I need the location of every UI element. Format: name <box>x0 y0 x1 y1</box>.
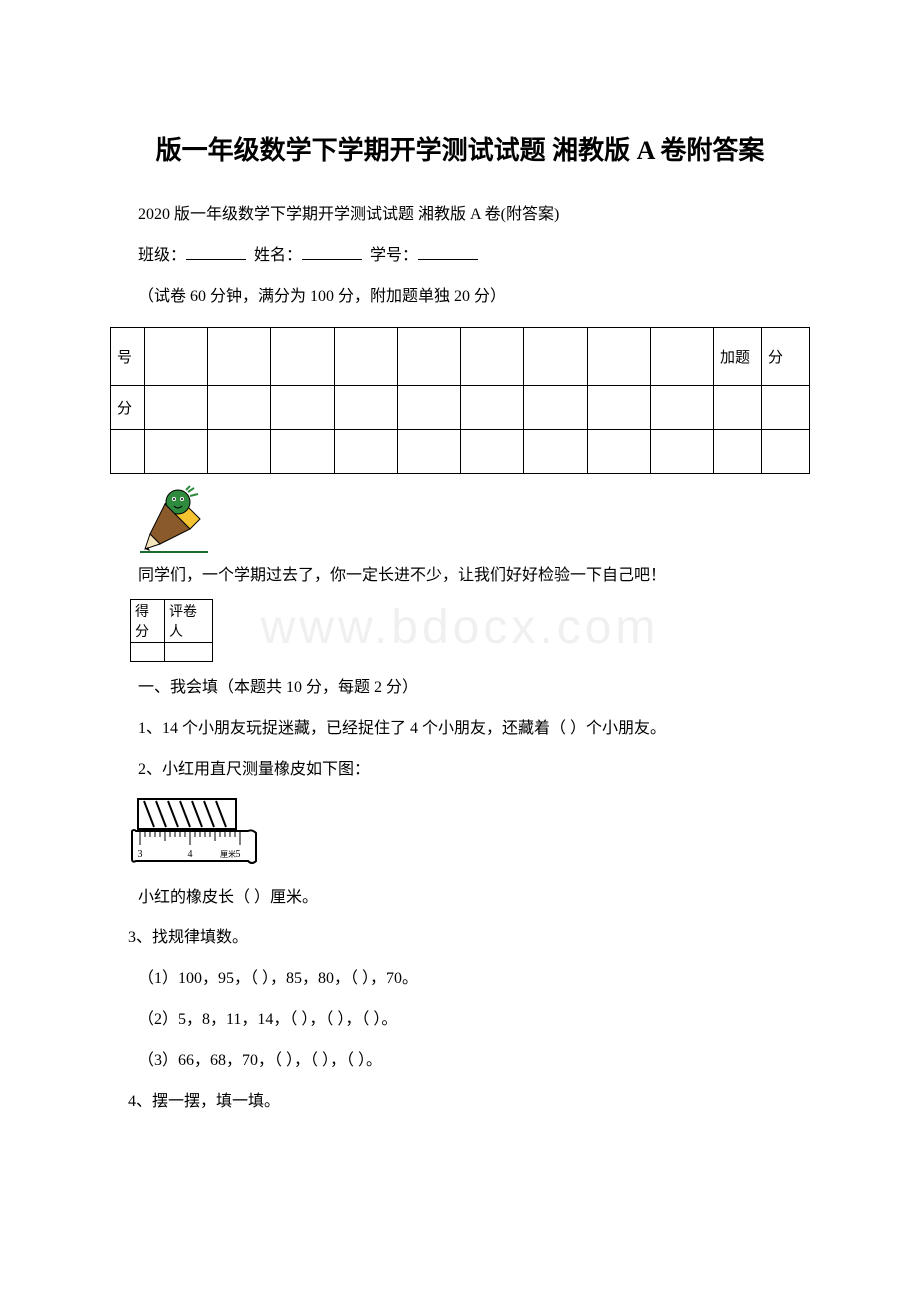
id-label: 学号： <box>370 247 418 264</box>
cell <box>271 430 334 474</box>
id-blank[interactable] <box>418 244 478 260</box>
cell <box>334 328 397 386</box>
table-row: 号 加题 分 <box>111 328 810 386</box>
cell <box>461 386 524 430</box>
cell <box>271 328 334 386</box>
cell <box>524 430 587 474</box>
form-line: 班级： 姓名： 学号： <box>110 238 810 275</box>
table-row <box>111 430 810 474</box>
exam-info: （试卷 60 分钟，满分为 100 分，附加题单独 20 分） <box>110 279 810 316</box>
cell <box>145 386 208 430</box>
cell: 加题 <box>714 328 762 386</box>
cell <box>165 643 213 662</box>
cell <box>334 386 397 430</box>
question-3: 3、找规律填数。 <box>110 920 810 957</box>
intro-text: 同学们，一个学期过去了，你一定长进不少，让我们好好检验一下自己吧！ <box>110 558 810 595</box>
cell <box>208 430 271 474</box>
section-1-heading: 一、我会填（本题共 10 分，每题 2 分） <box>110 670 810 707</box>
question-3-1: （1）100，95，（ ），85，80，（ ），70。 <box>110 961 810 998</box>
cell <box>271 386 334 430</box>
cell <box>587 386 650 430</box>
question-3-3: （3）66，68，70，（ ），（ ），（ ）。 <box>110 1043 810 1080</box>
ruler-unit: 厘米 <box>220 849 236 859</box>
class-blank[interactable] <box>186 244 246 260</box>
question-1: 1、14 个小朋友玩捉迷藏，已经捉住了 4 个小朋友，还藏着（ ）个小朋友。 <box>110 711 810 748</box>
cell <box>397 386 460 430</box>
score-table: 号 加题 分 分 <box>110 327 810 474</box>
cell <box>461 430 524 474</box>
ruler-mark: 5 <box>236 849 241 860</box>
cell <box>524 328 587 386</box>
cell <box>131 643 165 662</box>
cell <box>145 328 208 386</box>
cell <box>762 430 810 474</box>
cell <box>762 386 810 430</box>
cell <box>650 430 713 474</box>
question-4: 4、摆一摆，填一填。 <box>110 1084 810 1121</box>
question-2b: 小红的橡皮长（ ）厘米。 <box>110 880 810 917</box>
pencil-icon <box>130 484 210 554</box>
name-label: 姓名： <box>254 247 302 264</box>
cell <box>111 430 145 474</box>
subtitle-text: 2020 版一年级数学下学期开学测试试题 湘教版 A 卷(附答案) <box>110 197 810 234</box>
page-title: 版一年级数学下学期开学测试试题 湘教版 A 卷附答案 <box>110 130 810 167</box>
cell: 得分 <box>131 600 165 643</box>
name-blank[interactable] <box>302 244 362 260</box>
cell <box>714 430 762 474</box>
cell <box>397 430 460 474</box>
table-row: 分 <box>111 386 810 430</box>
cell: 分 <box>762 328 810 386</box>
ruler-mark: 3 <box>138 849 143 860</box>
cell <box>714 386 762 430</box>
cell <box>587 328 650 386</box>
class-label: 班级： <box>138 247 186 264</box>
cell <box>208 328 271 386</box>
cell <box>650 386 713 430</box>
cell <box>650 328 713 386</box>
cell <box>524 386 587 430</box>
question-3-2: （2）5，8，11，14，（ ），（ ），（ ）。 <box>110 1002 810 1039</box>
cell <box>334 430 397 474</box>
question-2: 2、小红用直尺测量橡皮如下图： <box>110 752 810 789</box>
cell <box>461 328 524 386</box>
grader-table: 得分 评卷人 <box>130 599 213 662</box>
cell: 评卷人 <box>165 600 213 643</box>
cell <box>208 386 271 430</box>
cell: 号 <box>111 328 145 386</box>
ruler-figure: 3 4 5 厘米 <box>130 797 260 872</box>
cell <box>587 430 650 474</box>
ruler-mark: 4 <box>188 849 193 860</box>
cell <box>397 328 460 386</box>
cell <box>145 430 208 474</box>
cell: 分 <box>111 386 145 430</box>
